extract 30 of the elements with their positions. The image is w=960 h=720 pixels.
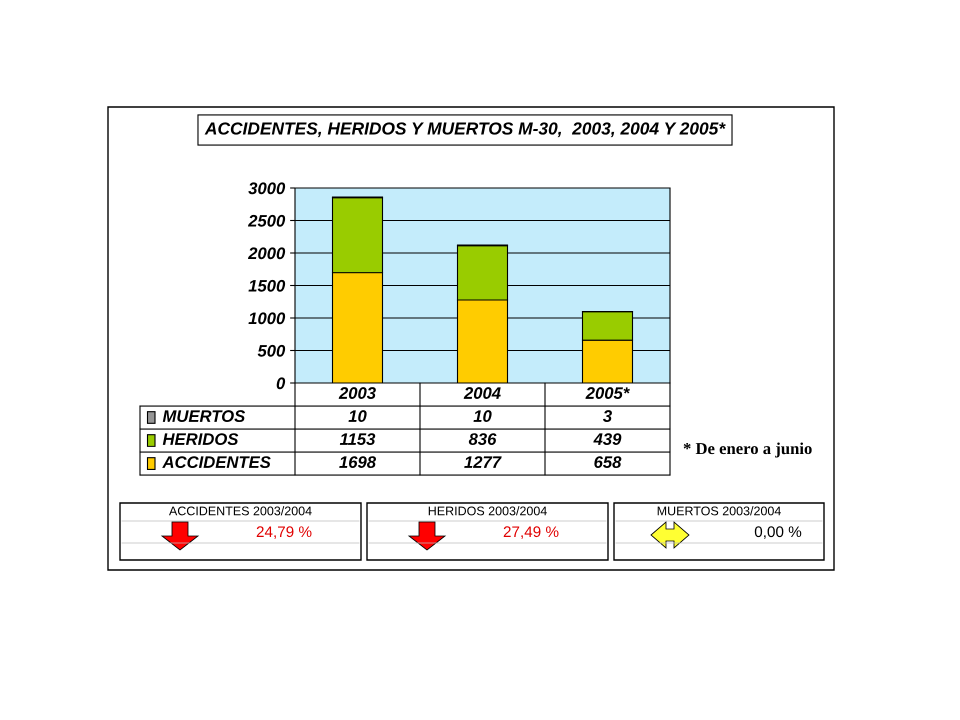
y-tick-label: 3000 bbox=[248, 182, 286, 194]
x-tick-label: 2003 bbox=[338, 387, 376, 399]
data-label: 658 bbox=[594, 456, 622, 468]
x-tick-label: 2005* bbox=[585, 387, 630, 399]
text: HERIDOS 2003/2004 bbox=[428, 506, 547, 516]
text: 27,49 % bbox=[504, 526, 558, 539]
text: * De enero a junio bbox=[684, 442, 812, 458]
data-label: 10 bbox=[474, 410, 492, 422]
data-label: 10 bbox=[348, 410, 367, 422]
data-label: 1698 bbox=[339, 456, 376, 468]
data-label: 1153 bbox=[340, 433, 376, 445]
legend-label: MUERTOS bbox=[162, 410, 246, 422]
data-label: 1277 bbox=[464, 456, 502, 468]
y-tick-label: 1500 bbox=[248, 280, 286, 292]
x-tick-label: 2004 bbox=[464, 387, 501, 399]
y-tick-label: 2000 bbox=[248, 247, 286, 260]
y-tick-label: 0 bbox=[276, 377, 286, 390]
legend-label: HERIDOS bbox=[162, 433, 238, 445]
chart-title: ACCIDENTES, HERIDOS Y MUERTOS M-30, 2003, 2004 Y 2005* bbox=[204, 122, 726, 138]
text: ACCIDENTES 2003/2004 bbox=[168, 506, 312, 516]
text: MUERTOS 2003/2004 bbox=[658, 506, 781, 516]
data-label: 439 bbox=[593, 433, 622, 445]
data-label: 836 bbox=[468, 433, 496, 445]
text: 0,00 % bbox=[754, 526, 802, 539]
y-tick-label: 1000 bbox=[248, 312, 286, 324]
y-tick-label: 500 bbox=[258, 344, 286, 357]
legend-label: ACCIDENTES bbox=[162, 456, 271, 468]
text: 24,79 % bbox=[256, 526, 312, 539]
data-label: 3 bbox=[602, 410, 612, 422]
y-tick-label: 2500 bbox=[248, 214, 286, 227]
